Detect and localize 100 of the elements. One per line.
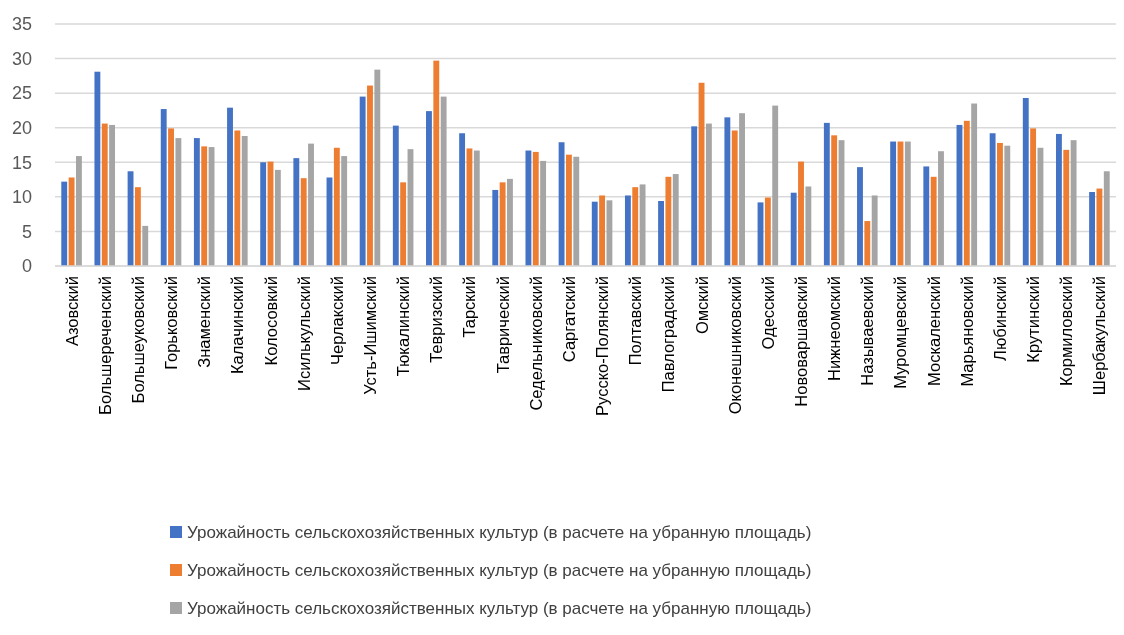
bar — [938, 151, 944, 266]
y-tick-label: 10 — [11, 187, 32, 208]
bar — [341, 156, 348, 266]
bar — [540, 160, 547, 266]
y-tick-label: 20 — [11, 118, 32, 139]
x-tick-label: Крутинский — [1024, 276, 1043, 363]
bar — [234, 130, 241, 266]
x-tick-label: Тевризский — [427, 276, 446, 363]
bar — [831, 135, 838, 266]
bar — [227, 107, 233, 266]
x-tick-label: Саргатский — [559, 276, 578, 363]
bar — [308, 143, 314, 266]
bar — [525, 150, 532, 266]
bar — [359, 96, 366, 266]
bar — [930, 176, 937, 266]
x-tick-label: Любинский — [990, 276, 1009, 361]
bar — [142, 225, 149, 266]
bar — [175, 138, 182, 266]
bar — [591, 201, 598, 266]
bar — [599, 195, 606, 266]
x-tick-label: Шербакульский — [1090, 276, 1109, 396]
bar — [492, 189, 499, 266]
bar — [134, 187, 141, 266]
bar — [658, 201, 664, 266]
bar — [731, 130, 738, 266]
x-tick-label: Кормиловский — [1057, 276, 1076, 386]
bar — [923, 166, 930, 266]
bar — [639, 184, 646, 266]
x-tick-label: Русско-Полянский — [593, 276, 612, 416]
bar — [300, 178, 307, 266]
x-tick-label: Тарский — [460, 276, 479, 338]
bar — [764, 197, 771, 266]
x-tick-label: Оконешниковский — [725, 276, 744, 415]
bar — [1070, 140, 1077, 266]
x-tick-label: Большереченский — [95, 276, 114, 415]
x-tick-label: Калачинский — [228, 276, 247, 375]
bar — [1030, 128, 1037, 266]
bar — [971, 103, 978, 266]
bar — [573, 156, 580, 266]
bar — [871, 195, 878, 266]
x-tick-label: Горьковский — [162, 276, 181, 370]
bar — [433, 60, 440, 266]
bar — [61, 181, 68, 266]
bar — [624, 195, 631, 266]
x-tick-label: Павлоградский — [659, 276, 678, 393]
bar — [1022, 97, 1029, 266]
bar — [400, 182, 407, 266]
bar — [293, 158, 300, 266]
bar — [790, 192, 797, 266]
x-tick-label: Седельниковский — [526, 276, 545, 411]
y-tick-label: 35 — [11, 14, 32, 35]
x-tick-label: Омский — [692, 276, 711, 335]
bar — [1063, 149, 1070, 266]
bar — [333, 147, 340, 266]
y-tick-label: 15 — [11, 152, 32, 173]
bar — [193, 138, 200, 266]
y-tick-label: 0 — [21, 256, 32, 277]
x-tick-label: Нововаршавский — [792, 276, 811, 407]
bar — [672, 174, 679, 266]
bar — [260, 162, 267, 266]
bar — [367, 85, 373, 266]
bar — [507, 178, 513, 266]
x-tick-label: Азовский — [62, 276, 81, 347]
bar — [168, 128, 174, 266]
legend-label: Урожайность сельскохозяйственных культур (в расчете на убранную площадь) — [187, 560, 812, 580]
bar — [440, 96, 447, 266]
x-tick-label: Одесский — [758, 276, 777, 350]
bar — [532, 151, 539, 266]
bar — [798, 161, 804, 266]
x-tick-label: Нижнеомский — [825, 276, 844, 381]
bar — [558, 142, 565, 266]
x-tick-label: Черлакский — [327, 276, 346, 365]
bar — [890, 141, 897, 266]
bar — [499, 182, 506, 266]
x-tick-label: Таврический — [493, 276, 512, 374]
x-tick-label: Колосовкий — [261, 276, 280, 366]
bar — [1089, 192, 1096, 266]
bar — [691, 126, 698, 266]
x-tick-label: Москаленский — [924, 276, 943, 386]
bar — [160, 109, 167, 266]
x-tick-label: Исилькульский — [294, 276, 313, 391]
x-tick-label: Называевский — [858, 276, 877, 386]
bar — [274, 169, 281, 266]
bar — [724, 117, 731, 266]
x-tick-label: Большеуковский — [128, 276, 147, 404]
bar — [997, 142, 1003, 266]
bar — [75, 156, 82, 266]
bar — [606, 200, 613, 266]
bar — [1055, 133, 1062, 266]
legend-label: Урожайность сельскохозяйственных культур (в расчете на убранную площадь) — [187, 522, 812, 542]
bar — [1004, 145, 1011, 266]
bar — [805, 186, 812, 266]
bar — [1096, 188, 1103, 266]
x-tick-label: Тюкалинский — [394, 276, 413, 377]
bar — [426, 111, 432, 266]
bar — [201, 146, 208, 266]
bar — [632, 187, 639, 266]
legend-label: Урожайность сельскохозяйственных культур (в расчете на убранную площадь) — [187, 598, 812, 618]
bar — [772, 105, 779, 266]
y-tick-label: 25 — [11, 83, 32, 104]
